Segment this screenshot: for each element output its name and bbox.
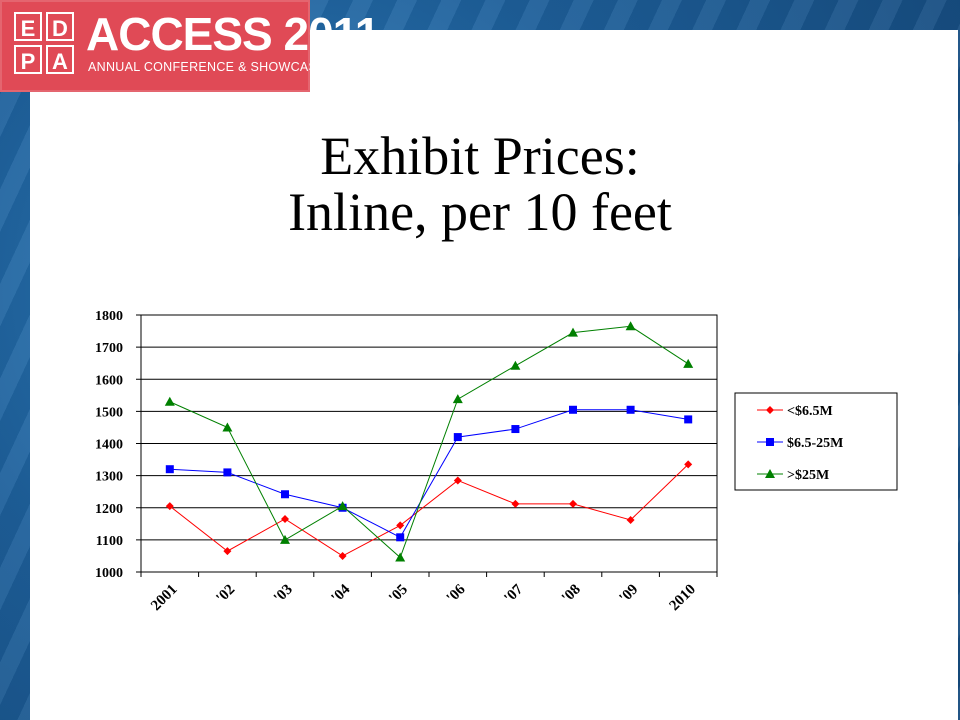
data-point bbox=[164, 396, 175, 406]
data-point bbox=[281, 514, 289, 523]
y-tick-label: 1700 bbox=[95, 341, 123, 356]
logo-title: ACCESS 2011 bbox=[86, 8, 380, 60]
y-tick-label: 1100 bbox=[96, 534, 123, 549]
data-point bbox=[452, 394, 463, 404]
legend-label: >$25M bbox=[787, 468, 829, 483]
data-point bbox=[222, 422, 233, 432]
series-line bbox=[169, 464, 689, 557]
legend-marker bbox=[766, 438, 774, 446]
x-tick-label: '08 bbox=[559, 582, 584, 607]
logo-letter: A bbox=[46, 45, 74, 74]
x-tick-label: '09 bbox=[617, 582, 642, 607]
x-tick-label: '06 bbox=[444, 581, 469, 606]
data-point bbox=[396, 533, 405, 542]
legend-label: <$6.5M bbox=[787, 404, 833, 419]
data-point bbox=[281, 490, 289, 499]
logo-letter: E bbox=[14, 12, 42, 41]
logo-letter: P bbox=[14, 45, 42, 74]
data-point bbox=[626, 405, 635, 414]
y-tick-label: 1400 bbox=[95, 438, 123, 453]
logo-subtitle: ANNUAL CONFERENCE & SHOWCASE bbox=[88, 60, 326, 74]
x-tick-label: '03 bbox=[271, 582, 296, 607]
data-point bbox=[684, 460, 693, 469]
x-tick-label: '04 bbox=[329, 581, 354, 606]
y-tick-label: 1600 bbox=[95, 373, 123, 388]
data-point bbox=[453, 433, 462, 442]
data-point bbox=[337, 501, 348, 511]
y-tick-label: 1800 bbox=[95, 309, 123, 324]
legend-marker bbox=[766, 406, 774, 414]
data-point bbox=[395, 552, 406, 562]
data-point bbox=[568, 327, 578, 337]
data-point bbox=[280, 534, 290, 544]
y-tick-label: 1500 bbox=[95, 405, 123, 420]
data-point bbox=[165, 465, 174, 474]
x-tick-label: '07 bbox=[501, 581, 526, 606]
y-tick-label: 1200 bbox=[95, 502, 123, 517]
data-point bbox=[511, 425, 520, 434]
data-point bbox=[625, 321, 636, 331]
data-point bbox=[165, 502, 174, 511]
data-point bbox=[684, 415, 693, 424]
data-point bbox=[683, 358, 694, 368]
data-point bbox=[626, 515, 635, 524]
data-point bbox=[396, 521, 405, 530]
logo-letter: D bbox=[46, 12, 74, 41]
y-tick-label: 1300 bbox=[95, 470, 123, 485]
data-point bbox=[223, 468, 232, 477]
x-tick-label: 2001 bbox=[148, 582, 181, 615]
data-point bbox=[569, 499, 577, 508]
x-tick-label: '05 bbox=[386, 582, 411, 607]
data-point bbox=[510, 360, 521, 370]
legend-label: $6.5-25M bbox=[787, 436, 843, 451]
data-point bbox=[453, 476, 462, 485]
slide-title-line1: Exhibit Prices: bbox=[320, 126, 640, 186]
data-point bbox=[338, 551, 347, 560]
x-tick-label: 2010 bbox=[667, 582, 700, 615]
legend-marker bbox=[765, 469, 775, 478]
conference-logo: E D P A ACCESS 2011 ANNUAL CONFERENCE & … bbox=[0, 0, 380, 92]
x-tick-label: '02 bbox=[213, 582, 238, 607]
series-line bbox=[169, 325, 689, 559]
slide-title-line2: Inline, per 10 feet bbox=[288, 182, 672, 242]
slide-title: Exhibit Prices: Inline, per 10 feet bbox=[0, 128, 960, 240]
edpa-logo-mark: E D P A bbox=[14, 12, 76, 76]
y-tick-label: 1000 bbox=[95, 566, 123, 581]
data-point bbox=[223, 547, 232, 556]
data-point bbox=[511, 499, 520, 508]
data-point bbox=[569, 405, 577, 414]
